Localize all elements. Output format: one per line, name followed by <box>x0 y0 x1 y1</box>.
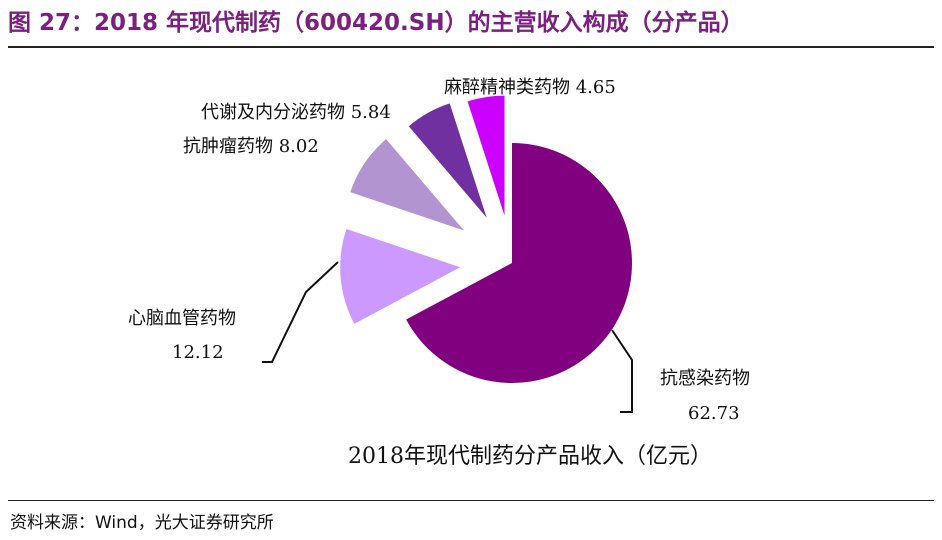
slice-oncology <box>350 139 464 231</box>
chart-caption: 2018年现代制药分产品收入（亿元） <box>348 444 712 469</box>
slice-value-cardio: 12.12 <box>172 342 224 363</box>
slice-label-oncology: 抗肿瘤药物 8.02 <box>183 136 319 157</box>
title-rule <box>8 46 934 48</box>
slice-label-cardio: 心脑血管药物 <box>128 308 236 329</box>
slice-cardio <box>340 228 461 324</box>
slice-label-metabolic: 代谢及内分泌药物 5.84 <box>201 102 391 123</box>
leader-line-anti-infective <box>611 329 633 413</box>
slice-value-anti-infective: 62.73 <box>688 403 740 424</box>
leader-line-cardio <box>262 261 339 363</box>
slice-anti-infective <box>406 143 633 383</box>
source-rule <box>8 500 934 501</box>
figure-title: 图 27：2018 年现代制药（600420.SH）的主营收入构成（分产品） <box>8 10 744 36</box>
slice-metabolic <box>408 103 487 218</box>
slice-anesthetic <box>467 95 505 216</box>
source-note: 资料来源：Wind，光大证券研究所 <box>10 513 274 533</box>
slice-label-anti-infective: 抗感染药物 <box>660 368 750 389</box>
slice-label-anesthetic: 麻醉精神类药物 4.65 <box>444 77 616 98</box>
